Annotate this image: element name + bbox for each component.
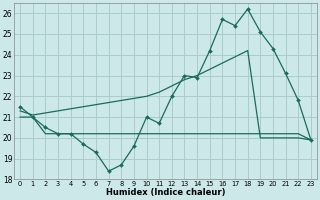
X-axis label: Humidex (Indice chaleur): Humidex (Indice chaleur) [106, 188, 225, 197]
